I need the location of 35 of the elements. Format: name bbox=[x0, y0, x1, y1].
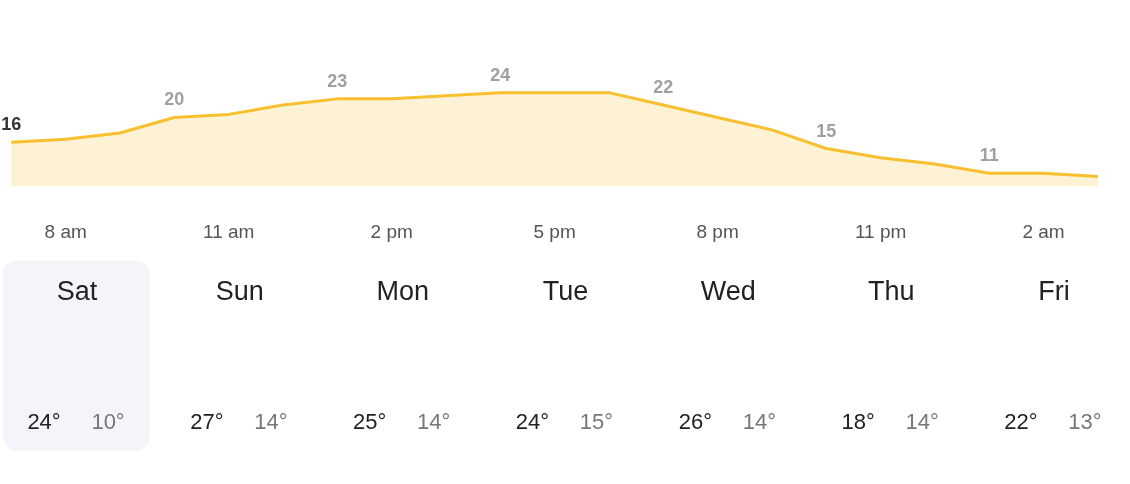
data-label: 11 bbox=[979, 145, 999, 166]
category-label: Sun bbox=[215, 275, 264, 306]
data-label: 23 bbox=[327, 70, 348, 91]
data-label: 15 bbox=[816, 120, 837, 141]
category-label: Wed bbox=[700, 275, 756, 306]
text: 10° bbox=[91, 409, 125, 434]
x-tick-label: 8 pm bbox=[696, 220, 739, 242]
text: 24° bbox=[27, 409, 61, 434]
text: 18° bbox=[841, 409, 875, 434]
text: 24° bbox=[515, 409, 550, 434]
category-label: Thu bbox=[867, 275, 915, 306]
text: 25° bbox=[353, 409, 387, 434]
x-tick-label: 8 am bbox=[44, 220, 87, 242]
text: 14° bbox=[254, 409, 288, 434]
text: 22° bbox=[1004, 409, 1038, 434]
x-tick-label: 11 pm bbox=[854, 220, 907, 242]
text: 14° bbox=[417, 409, 451, 434]
category-label: Tue bbox=[542, 275, 589, 306]
text: 14° bbox=[905, 409, 939, 434]
x-tick-label: 5 pm bbox=[533, 220, 576, 242]
data-label: 20 bbox=[164, 89, 185, 110]
category-label: Fri bbox=[1038, 275, 1070, 306]
data-label: 24 bbox=[490, 64, 511, 85]
text: 15° bbox=[579, 409, 614, 434]
text: 26° bbox=[678, 409, 712, 434]
data-label: 22 bbox=[653, 77, 674, 98]
category-label: Mon bbox=[376, 275, 429, 306]
text: 14° bbox=[742, 409, 776, 434]
x-tick-label: 2 pm bbox=[370, 220, 413, 242]
category-label: Sat bbox=[56, 275, 98, 306]
x-tick-label: 2 am bbox=[1022, 220, 1065, 242]
data-label: 16 bbox=[1, 114, 22, 135]
text: 27° bbox=[190, 409, 224, 434]
x-tick-label: 11 am bbox=[202, 220, 255, 242]
text: 13° bbox=[1068, 409, 1102, 434]
